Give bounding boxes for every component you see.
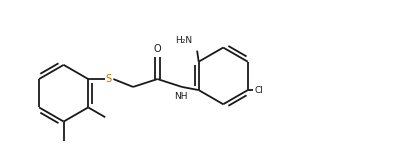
Text: O: O (154, 44, 161, 54)
Text: H₂N: H₂N (175, 36, 192, 45)
Text: Cl: Cl (254, 86, 263, 95)
Text: S: S (105, 74, 112, 84)
Text: NH: NH (174, 92, 188, 101)
